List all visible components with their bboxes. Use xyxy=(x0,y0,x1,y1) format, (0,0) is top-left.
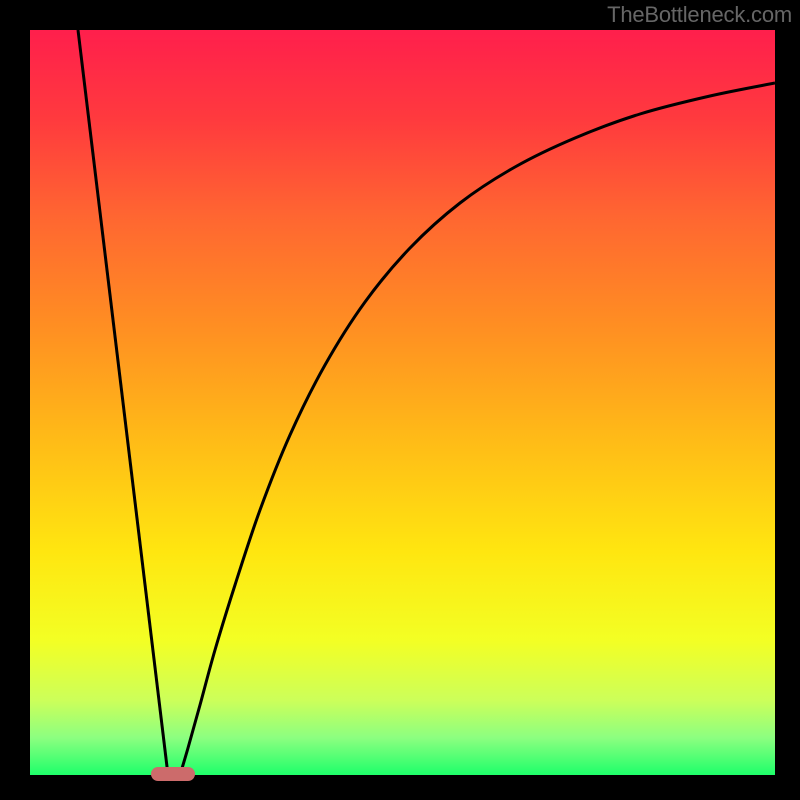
curve-layer xyxy=(30,30,775,775)
bottleneck-marker xyxy=(151,767,195,781)
watermark-text: TheBottleneck.com xyxy=(607,2,792,28)
curve-right-arc xyxy=(180,83,775,775)
plot-area xyxy=(30,30,775,775)
chart-frame: TheBottleneck.com xyxy=(0,0,800,800)
curve-left-line xyxy=(78,30,168,775)
